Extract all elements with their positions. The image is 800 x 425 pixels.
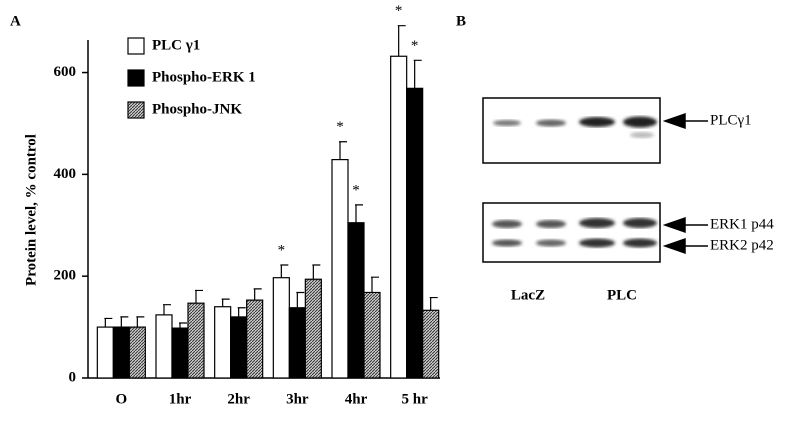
error-bar <box>296 291 305 308</box>
error-bar <box>371 276 379 293</box>
lane-label: LacZ <box>511 287 545 303</box>
bar <box>406 87 424 379</box>
bar <box>128 326 146 379</box>
error-bar <box>195 289 203 304</box>
x-tick-label: 1hr <box>169 391 192 407</box>
bar <box>246 299 264 379</box>
error-bar <box>397 25 406 57</box>
error-bar <box>429 296 438 311</box>
panel-label: B <box>456 13 466 29</box>
error-bar <box>280 264 289 278</box>
error-bar <box>312 264 321 280</box>
bar <box>214 306 232 379</box>
bar <box>171 327 189 379</box>
legend-swatch <box>127 101 145 119</box>
y-tick-label: 400 <box>54 166 77 182</box>
error-bar <box>179 322 187 329</box>
y-tick-label: 0 <box>69 369 77 385</box>
error-bar <box>339 141 347 160</box>
y-tick-label: 600 <box>54 64 77 80</box>
bar <box>230 316 248 379</box>
bar <box>155 314 173 379</box>
significance-mark: * <box>395 3 403 19</box>
error-bar <box>163 304 171 315</box>
x-tick-label: 3hr <box>286 391 309 407</box>
y-tick-label: 200 <box>54 268 77 284</box>
x-tick-label: 4hr <box>345 391 368 407</box>
error-bar <box>104 317 113 328</box>
significance-mark: * <box>352 182 360 198</box>
significance-mark: * <box>278 242 286 258</box>
error-bar <box>136 316 145 328</box>
bar <box>288 307 306 379</box>
bar <box>187 302 205 379</box>
bar <box>422 309 440 379</box>
significance-mark: * <box>336 119 344 135</box>
bar <box>96 326 114 379</box>
panel-label: A <box>10 13 21 29</box>
band-label: PLCγ1 <box>710 112 752 128</box>
legend-label: Phospho-JNK <box>152 101 242 117</box>
legend-swatch <box>127 69 145 87</box>
bar <box>363 291 381 379</box>
bar <box>331 159 349 379</box>
bar <box>304 278 322 379</box>
x-tick-label: 5 hr <box>402 391 429 407</box>
error-bar <box>221 298 230 307</box>
arrows <box>662 112 708 255</box>
error-bar <box>355 204 363 223</box>
band-label: ERK2 p42 <box>710 237 774 253</box>
legend-swatch <box>127 37 145 55</box>
x-tick-label: O <box>115 391 127 407</box>
blot-bottom <box>482 202 661 263</box>
error-bar <box>253 288 262 301</box>
blot-top <box>482 97 661 164</box>
bar <box>347 222 365 379</box>
y-axis-label: Protein level, % control <box>23 134 39 286</box>
legend-label: PLC γ1 <box>152 37 200 53</box>
bar <box>390 55 408 379</box>
legend-label: Phospho-ERK 1 <box>152 69 256 85</box>
x-tick-label: 2hr <box>227 391 250 407</box>
error-bar <box>237 307 246 317</box>
error-bar <box>413 59 422 89</box>
significance-mark: * <box>411 38 419 54</box>
error-bar <box>120 316 129 328</box>
bar <box>272 277 290 379</box>
band-label: ERK1 p44 <box>710 216 774 232</box>
lane-label: PLC <box>607 287 637 303</box>
bar <box>112 326 130 379</box>
